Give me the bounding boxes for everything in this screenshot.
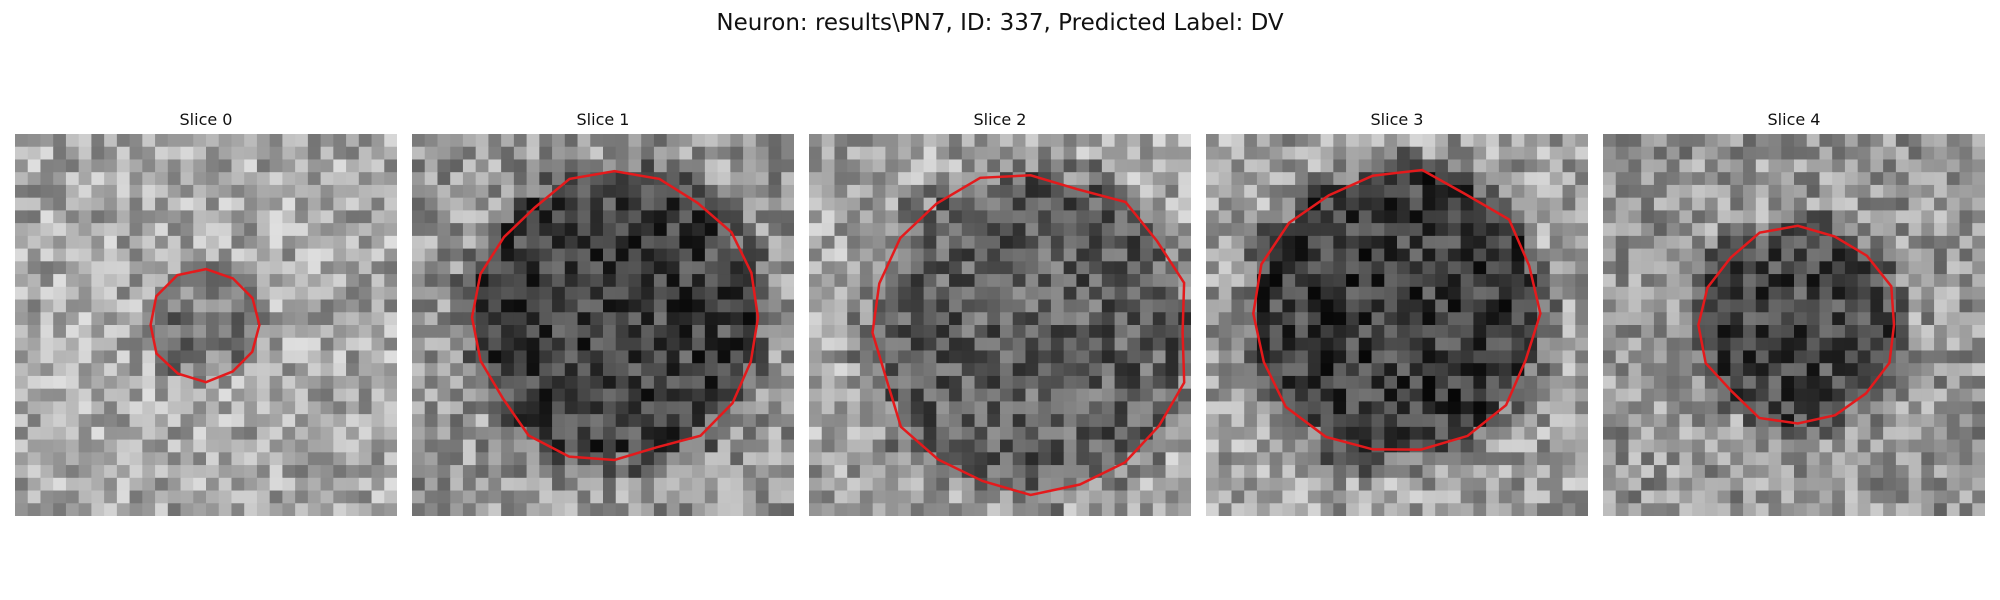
- slice-panel-3: Slice 3: [1206, 108, 1588, 520]
- slice-image-0: [15, 134, 397, 516]
- slice-image-1: [412, 134, 794, 516]
- slice-panel-1: Slice 1: [412, 108, 794, 520]
- contour-3: [1252, 168, 1542, 451]
- slice-image-4: [1603, 134, 1985, 516]
- slice-title-0: Slice 0: [179, 110, 233, 129]
- figure-title: Neuron: results\PN7, ID: 337, Predicted …: [716, 10, 1284, 36]
- slice-panel-2: Slice 2: [809, 108, 1191, 520]
- slice-image-3: [1206, 134, 1588, 516]
- contour-0: [149, 267, 261, 384]
- slice-panel-0: Slice 0: [15, 108, 397, 520]
- slice-image-2: [809, 134, 1191, 516]
- contour-1: [470, 169, 760, 462]
- slice-title-1: Slice 1: [576, 110, 630, 129]
- slice-title-4: Slice 4: [1767, 110, 1821, 129]
- slice-title-3: Slice 3: [1370, 110, 1424, 129]
- slice-title-2: Slice 2: [973, 110, 1027, 129]
- contour-4: [1697, 224, 1896, 425]
- slice-panel-4: Slice 4: [1603, 108, 1985, 520]
- contour-2: [871, 174, 1186, 497]
